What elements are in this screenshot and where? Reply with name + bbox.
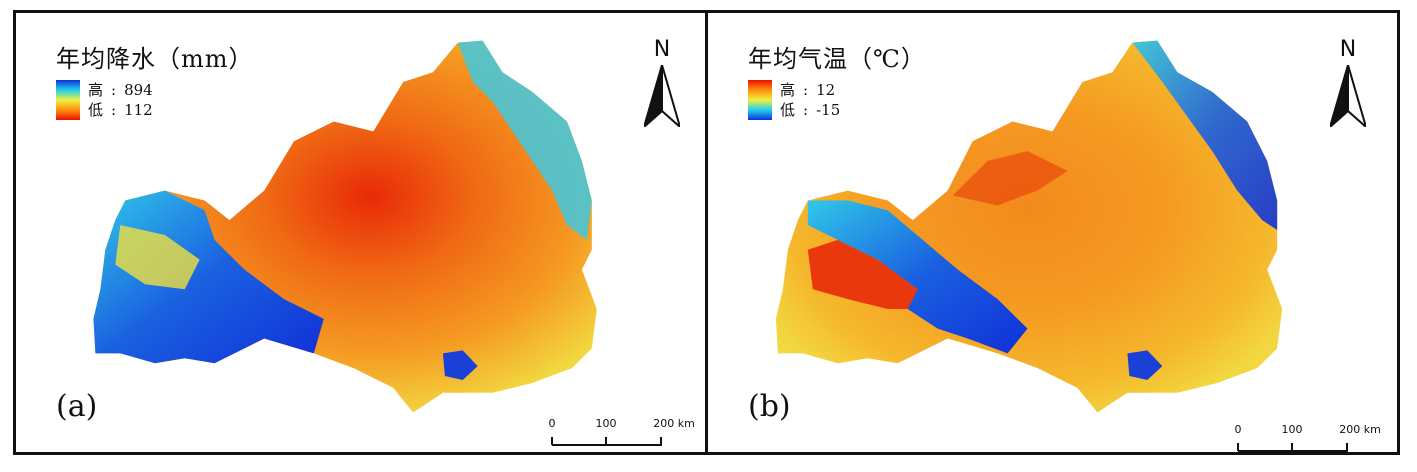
scale-tick-0: 0 xyxy=(1234,423,1242,436)
north-warm-band-b xyxy=(952,151,1068,206)
scale-tick-100: 100 xyxy=(595,417,617,430)
legend-title: 年均降水（mm） xyxy=(56,45,254,73)
scale-tick-200: 200 km xyxy=(1339,423,1381,436)
eastern-highland-b xyxy=(1132,40,1278,231)
scale-bar: 0 100 200 km xyxy=(1234,423,1381,452)
study-region-b xyxy=(775,40,1283,413)
legend-high-value: 12 xyxy=(816,81,836,99)
northeast-highland-a xyxy=(457,40,592,240)
legend-temperature: 年均气温（℃） 高:12 低: -15 xyxy=(748,39,926,120)
legend-low-label: 低 xyxy=(780,101,796,119)
western-warm-basin-b xyxy=(807,239,928,309)
precipitation-map xyxy=(93,40,597,413)
western-valley-a xyxy=(115,225,200,290)
southern-lake-a xyxy=(442,350,478,380)
legend-high-label: 高 xyxy=(88,81,104,99)
north-arrow: N xyxy=(1326,37,1370,133)
figure-frame: 年均降水（mm） 高:894 低:112 N (a) xyxy=(13,10,1400,455)
legend-low-label: 低 xyxy=(88,101,104,119)
legend-high-label: 高 xyxy=(780,81,796,99)
southern-lake-b xyxy=(1127,350,1163,380)
temperature-map xyxy=(775,40,1283,413)
north-arrow-icon xyxy=(1330,65,1366,127)
legend-color-ramp xyxy=(56,80,80,120)
north-arrow-icon xyxy=(644,65,680,127)
scale-bar: 0 100 200 km xyxy=(548,417,695,452)
scale-bar-line xyxy=(1237,443,1348,452)
scale-tick-100: 100 xyxy=(1281,423,1303,436)
legend-low-value: 112 xyxy=(124,101,153,119)
north-letter: N xyxy=(653,37,671,62)
north-arrow: N xyxy=(640,37,684,133)
legend-low-value: -15 xyxy=(816,101,841,119)
legend-title: 年均气温（℃） xyxy=(748,45,926,73)
panel-label-b: (b) xyxy=(748,389,791,424)
legend-high-value: 894 xyxy=(124,81,153,99)
southwest-mountains-b xyxy=(807,200,1028,354)
scale-tick-200: 200 km xyxy=(653,417,695,430)
scale-tick-0: 0 xyxy=(548,417,556,430)
legend-color-ramp xyxy=(748,80,772,120)
panel-a-precipitation: 年均降水（mm） 高:894 低:112 N (a) xyxy=(16,13,705,452)
legend-precipitation: 年均降水（mm） 高:894 低:112 xyxy=(56,39,254,120)
scale-bar-line xyxy=(551,437,662,446)
north-letter: N xyxy=(1339,37,1357,62)
panel-b-temperature: 年均气温（℃） 高:12 低: -15 N (b) xyxy=(705,13,1397,452)
panel-label-a: (a) xyxy=(56,389,98,424)
